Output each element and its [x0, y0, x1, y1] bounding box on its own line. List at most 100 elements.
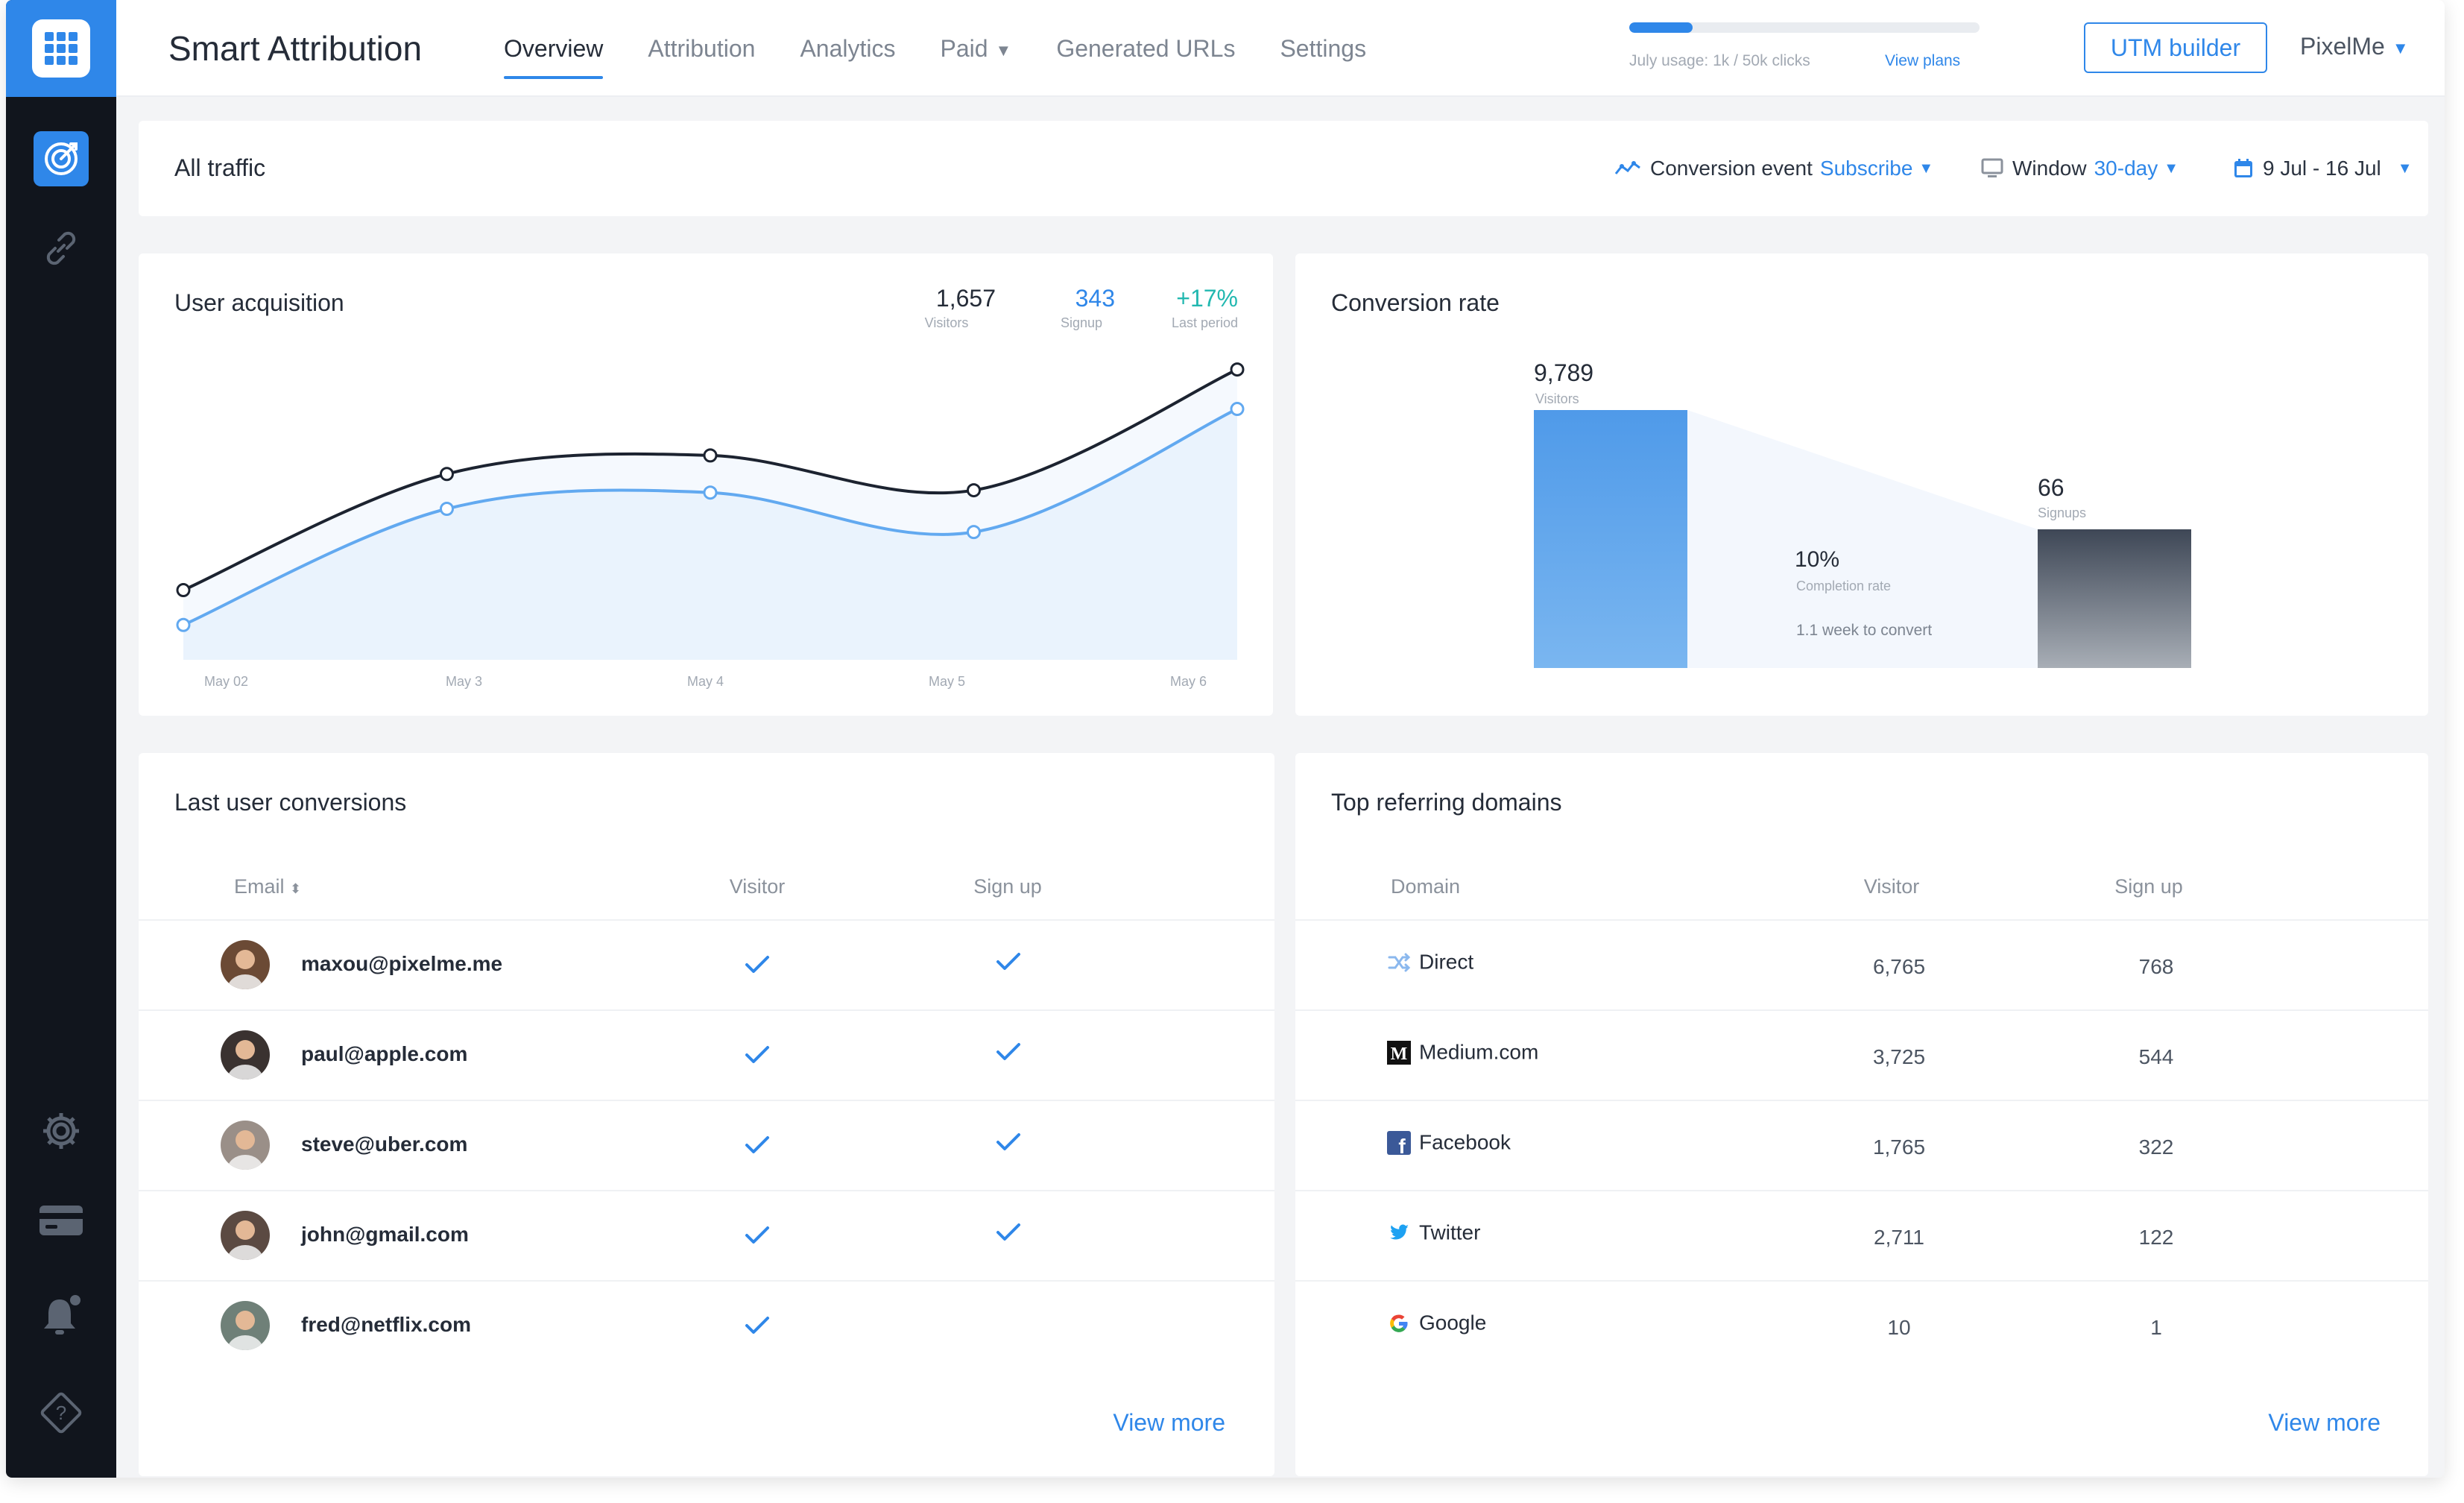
monitor-icon	[1981, 158, 2003, 177]
twitter-logo-icon	[1386, 1220, 1419, 1243]
sidebar-item-attribution[interactable]	[34, 131, 89, 186]
sidebar: ?	[6, 0, 116, 1478]
table-row[interactable]: Twitter 2,711 122	[1295, 1190, 2428, 1279]
svg-text:f: f	[1398, 1135, 1406, 1156]
area-fill-band	[183, 369, 1237, 626]
table-row[interactable]: steve@uber.com	[139, 1100, 1274, 1189]
domain-name: Direct	[1419, 950, 1474, 974]
visitor-check-icon	[745, 1135, 770, 1159]
tab-attribution[interactable]: Attribution	[648, 0, 755, 97]
window-filter[interactable]: Window 30-day ▼	[1981, 157, 2179, 180]
view-more-conversions-link[interactable]: View more	[1113, 1409, 1225, 1436]
usage-text: July usage: 1k / 50k clicks	[1629, 52, 1810, 69]
funnel-bar-visitors	[1534, 410, 1687, 668]
app-title: Smart Attribution	[168, 29, 423, 68]
stat-value: +17%	[1176, 285, 1238, 312]
view-more-domains-link[interactable]: View more	[2268, 1409, 2381, 1436]
conversion-rate-card: Conversion rate 9,789 Visitors 66 Signup…	[1295, 253, 2428, 716]
help-diamond-icon: ?	[40, 1392, 82, 1434]
window-label: Window	[2012, 157, 2087, 180]
domain-cell: M Medium.com	[1386, 1039, 1538, 1065]
account-menu[interactable]: PixelMe ▼	[2300, 33, 2409, 60]
svg-text:?: ?	[56, 1402, 66, 1424]
tab-paid-label: Paid	[940, 35, 988, 62]
tab-settings-label: Settings	[1280, 35, 1367, 62]
app-window: ? Smart Attribution Overview Attribution…	[6, 0, 2445, 1478]
date-range-value: 9 Jul - 16 Jul	[2263, 157, 2381, 180]
table-row[interactable]: maxou@pixelme.me	[139, 919, 1274, 1009]
domain-cell: Google	[1386, 1310, 1486, 1336]
sidebar-item-billing[interactable]	[34, 1193, 89, 1248]
user-email[interactable]: steve@uber.com	[301, 1132, 468, 1156]
apps-grid-icon	[32, 19, 90, 78]
signup-check-icon	[996, 1132, 1021, 1156]
domain-visitor-count: 10	[1887, 1316, 1911, 1339]
sidebar-item-notifications[interactable]	[34, 1288, 89, 1343]
data-point[interactable]	[176, 583, 191, 598]
sidebar-item-help[interactable]: ?	[34, 1385, 89, 1440]
date-range-filter[interactable]: 9 Jul - 16 Jul ▼	[2233, 157, 2413, 180]
tab-overview[interactable]: Overview	[504, 0, 604, 97]
data-point[interactable]	[1230, 402, 1245, 417]
credit-card-icon	[40, 1206, 83, 1235]
user-email[interactable]: john@gmail.com	[301, 1223, 469, 1246]
user-email[interactable]: paul@apple.com	[301, 1042, 468, 1065]
tab-analytics-label: Analytics	[800, 35, 896, 62]
filter-bar: All traffic Conversion event Subscribe ▼…	[139, 121, 2428, 216]
conversion-event-filter[interactable]: Conversion event Subscribe ▼	[1614, 157, 1933, 180]
table-row[interactable]: M Medium.com 3,725 544	[1295, 1009, 2428, 1099]
funnel-signups-label: Signups	[2038, 505, 2087, 520]
tab-generated-urls[interactable]: Generated URLs	[1056, 0, 1235, 97]
app-logo[interactable]	[6, 0, 116, 97]
table-row[interactable]: Google 10 1	[1295, 1280, 2428, 1370]
domain-cell: Direct	[1386, 949, 1473, 975]
data-point[interactable]	[1230, 362, 1245, 377]
gear-icon	[43, 1113, 79, 1149]
data-point[interactable]	[176, 617, 191, 632]
main-nav: Overview Attribution Analytics Paid ▼ Gen…	[504, 0, 1411, 97]
domain-name: Medium.com	[1419, 1040, 1539, 1064]
link-icon	[46, 231, 76, 265]
funnel-visitors-label: Visitors	[1535, 391, 1579, 406]
stat-label: Visitors	[924, 315, 969, 330]
table-row[interactable]: fred@netflix.com	[139, 1280, 1274, 1370]
tab-settings[interactable]: Settings	[1280, 0, 1366, 97]
card-title: Last user conversions	[174, 789, 407, 816]
data-point[interactable]	[703, 485, 718, 500]
column-header-visitor: Visitor	[729, 875, 786, 898]
avatar	[221, 1030, 270, 1080]
x-axis-tick-label: May 02	[204, 674, 248, 689]
funnel-connector	[1687, 410, 2038, 668]
view-plans-link[interactable]: View plans	[1885, 52, 1961, 69]
x-axis-tick-label: May 3	[446, 674, 482, 689]
area-fill-signup	[183, 409, 1237, 660]
visitor-check-icon	[745, 1045, 770, 1068]
sidebar-item-settings[interactable]	[34, 1103, 89, 1159]
data-point[interactable]	[440, 467, 454, 482]
data-point[interactable]	[440, 502, 454, 516]
domain-visitor-count: 3,725	[1872, 1045, 1926, 1068]
data-point[interactable]	[967, 525, 981, 540]
data-point[interactable]	[703, 448, 718, 463]
table-row[interactable]: john@gmail.com	[139, 1190, 1274, 1279]
utm-builder-button[interactable]: UTM builder	[2084, 22, 2267, 73]
column-header-domain: Domain	[1391, 875, 1461, 898]
domain-visitor-count: 6,765	[1872, 955, 1926, 978]
x-axis-tick-label: May 5	[929, 674, 965, 689]
table-row[interactable]: Direct 6,765 768	[1295, 919, 2428, 1009]
card-title: Top referring domains	[1331, 789, 1562, 816]
sidebar-item-links[interactable]	[34, 221, 89, 276]
data-point[interactable]	[967, 483, 981, 498]
table-row[interactable]: paul@apple.com	[139, 1009, 1274, 1099]
tab-overview-label: Overview	[504, 35, 604, 62]
column-header-email[interactable]: Email ⬍	[234, 875, 301, 898]
table-row[interactable]: f Facebook 1,765 322	[1295, 1100, 2428, 1189]
domain-signup-count: 122	[2138, 1226, 2174, 1249]
domain-signup-count: 322	[2138, 1135, 2174, 1159]
tab-analytics[interactable]: Analytics	[800, 0, 895, 97]
stat-label: Signup	[1060, 315, 1103, 330]
user-email[interactable]: fred@netflix.com	[301, 1313, 472, 1336]
x-axis-tick-label: May 4	[687, 674, 724, 689]
user-email[interactable]: maxou@pixelme.me	[301, 952, 503, 975]
tab-paid[interactable]: Paid ▼	[940, 0, 1011, 97]
